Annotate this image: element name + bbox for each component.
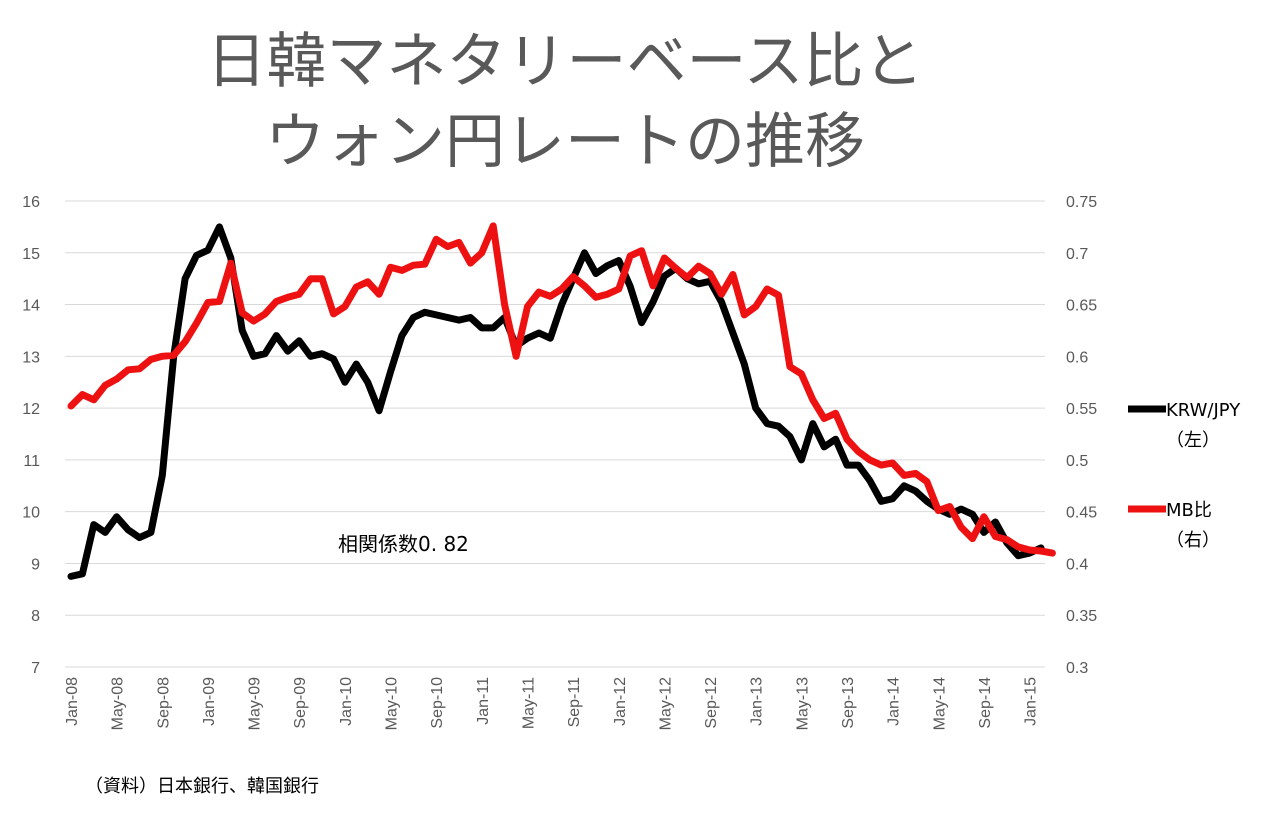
y-right-tick-label: 0.4 xyxy=(1066,556,1088,573)
y-axis-left: 7 8 9 10 11 12 13 14 15 16 xyxy=(22,194,40,677)
legend-mb-axis-note: （右） xyxy=(1166,530,1220,551)
legend: KRW/JPY （左） MB比 （右） xyxy=(1128,400,1241,551)
x-tick-label: May-08 xyxy=(110,677,127,730)
legend-krw-label: KRW/JPY xyxy=(1166,400,1241,421)
x-tick-label: Sep-13 xyxy=(840,677,857,729)
series-lines xyxy=(67,222,1056,580)
series-mb-ratio-line xyxy=(67,222,1056,557)
chart-title-line-1: 日韓マネタリーベース比と xyxy=(206,27,924,97)
y-right-tick-label: 0.5 xyxy=(1066,453,1088,470)
y-right-tick-label: 0.65 xyxy=(1066,298,1097,315)
y-right-tick-label: 0.3 xyxy=(1066,660,1088,677)
x-tick-label: May-10 xyxy=(384,677,401,730)
chart-title-line-2: ウォン円レートの推移 xyxy=(265,107,865,177)
y-right-tick-label: 0.75 xyxy=(1066,194,1097,211)
y-right-tick-label: 0.7 xyxy=(1066,246,1088,263)
x-tick-label: Sep-14 xyxy=(977,677,994,729)
y-left-tick-label: 9 xyxy=(31,556,40,573)
x-tick-label: May-11 xyxy=(520,677,537,729)
x-tick-label: Sep-09 xyxy=(292,677,309,729)
y-left-tick-label: 16 xyxy=(22,194,40,211)
x-tick-label: May-14 xyxy=(931,677,948,730)
y-left-tick-label: 11 xyxy=(23,453,40,470)
x-tick-label: Jan-09 xyxy=(201,677,218,726)
y-left-tick-label: 15 xyxy=(22,246,40,263)
gridlines xyxy=(65,200,1045,668)
y-right-tick-label: 0.6 xyxy=(1066,349,1088,366)
correlation-annotation: 相関係数0. 82 xyxy=(338,532,469,556)
x-tick-label: Jan-13 xyxy=(749,677,766,726)
legend-mb-label: MB比 xyxy=(1166,500,1212,521)
x-tick-label: Jan-12 xyxy=(612,677,629,726)
y-axis-right: 0.3 0.35 0.4 0.45 0.5 0.55 0.6 0.65 0.7 0.75 xyxy=(1066,194,1097,677)
x-tick-label: May-12 xyxy=(657,677,674,730)
y-right-tick-label: 0.55 xyxy=(1066,401,1097,418)
x-axis: Jan-08 May-08 Sep-08 Jan-09 May-09 Sep-09 Jan-… xyxy=(64,677,1040,730)
y-right-tick-label: 0.35 xyxy=(1066,608,1097,625)
x-tick-label: Sep-11 xyxy=(566,677,583,728)
x-tick-label: May-13 xyxy=(794,677,811,730)
y-left-tick-label: 13 xyxy=(22,349,40,366)
y-right-tick-label: 0.45 xyxy=(1066,505,1097,522)
x-tick-label: Sep-08 xyxy=(155,677,172,729)
x-tick-label: Sep-10 xyxy=(429,677,446,729)
source-note: （資料）日本銀行、韓国銀行 xyxy=(85,776,319,797)
y-left-tick-label: 14 xyxy=(22,298,40,315)
x-tick-label: Jan-08 xyxy=(64,677,81,726)
y-left-tick-label: 7 xyxy=(31,660,40,677)
x-tick-label: Jan-15 xyxy=(1023,677,1040,726)
legend-krw-axis-note: （左） xyxy=(1166,430,1220,451)
x-tick-label: Jan-10 xyxy=(338,677,355,726)
series-krw-jpy-line xyxy=(67,223,1045,580)
x-tick-label: Jan-14 xyxy=(886,677,903,726)
x-tick-label: May-09 xyxy=(247,677,264,730)
y-left-tick-label: 10 xyxy=(22,505,40,522)
x-tick-label: Jan-11 xyxy=(475,677,492,725)
y-left-tick-label: 8 xyxy=(31,608,40,625)
y-left-tick-label: 12 xyxy=(22,401,40,418)
x-tick-label: Sep-12 xyxy=(703,677,720,729)
